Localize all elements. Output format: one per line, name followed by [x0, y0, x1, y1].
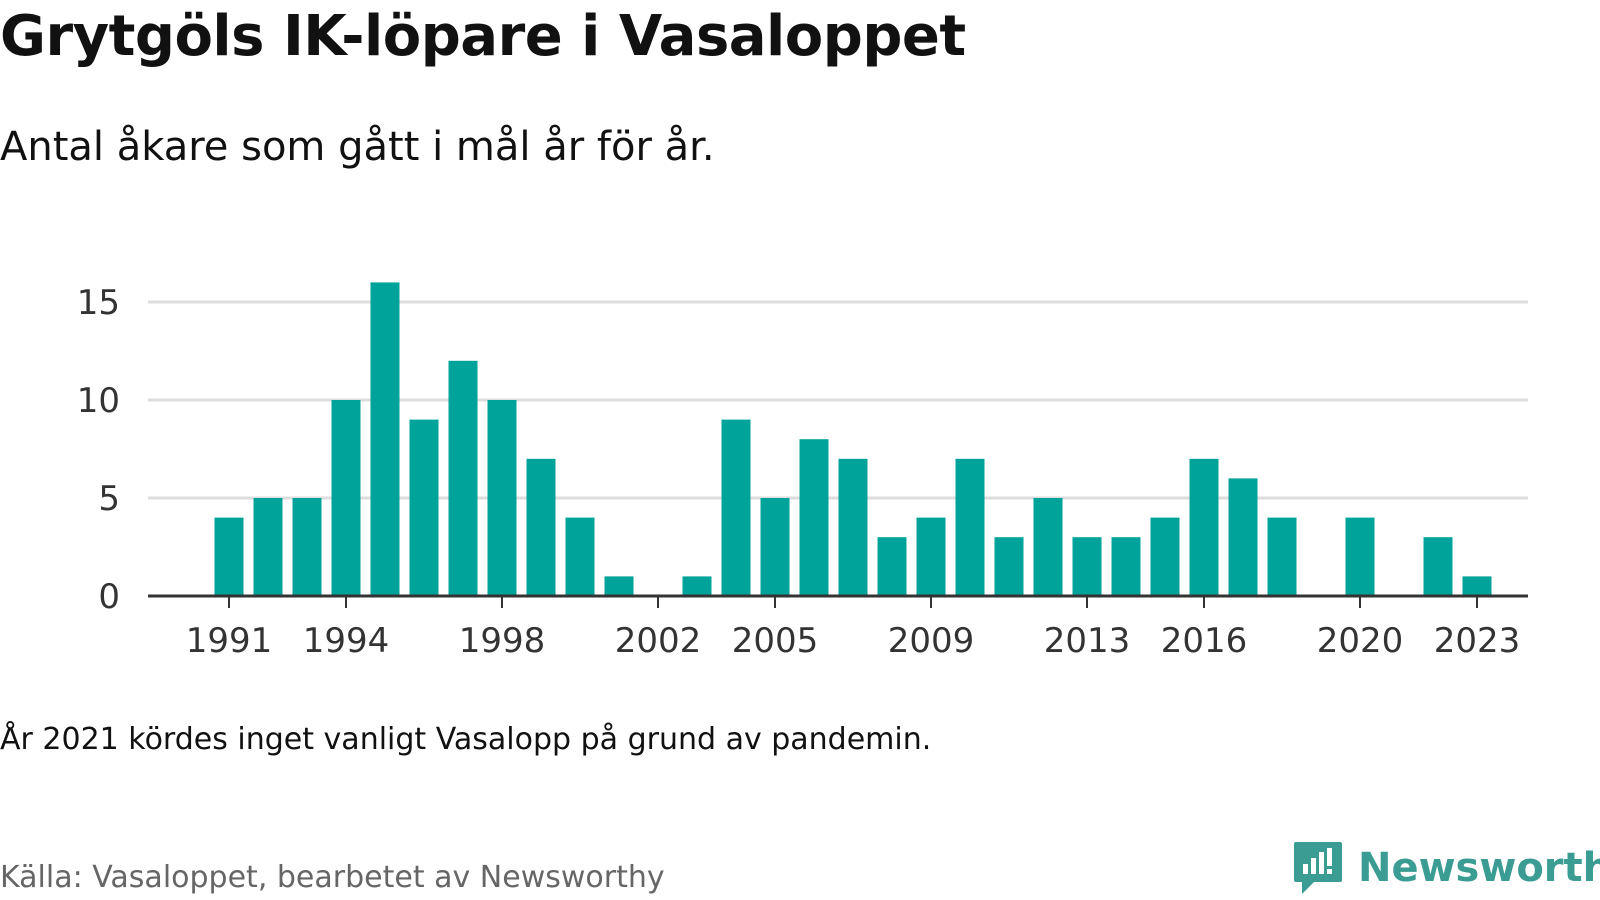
bar-2017 [1228, 478, 1258, 596]
source-text: Källa: Vasaloppet, bearbetet av Newswort… [0, 860, 665, 895]
x-tick-label: 2009 [888, 621, 975, 661]
bar-2015 [1150, 517, 1180, 596]
bar-2014 [1111, 537, 1141, 596]
chart-note: År 2021 kördes inget vanligt Vasalopp på… [0, 722, 932, 757]
bar-2023 [1462, 576, 1492, 596]
bar-2012 [1033, 498, 1063, 596]
bar-1993 [292, 498, 322, 596]
bar-1998 [487, 400, 517, 596]
bar-1999 [526, 458, 556, 596]
x-tick-label: 2013 [1044, 621, 1131, 661]
x-tick-label: 1998 [459, 621, 546, 661]
y-tick-label: 10 [77, 381, 120, 421]
bar-2022 [1423, 537, 1453, 596]
chart-subtitle: Antal åkare som gått i mål år för år. [0, 124, 715, 170]
x-tick-label: 1994 [303, 621, 390, 661]
bar-1991 [214, 517, 244, 596]
bar-2006 [799, 439, 829, 596]
bar-2018 [1267, 517, 1297, 596]
bar-2011 [994, 537, 1024, 596]
bar-2009 [916, 517, 946, 596]
newsworthy-logo-icon [1294, 842, 1342, 894]
bar-chart: 0 5 10 15 1991 1994 1998 2002 2005 2009 2013 2016 2… [77, 282, 1528, 661]
bar-2004 [721, 419, 751, 596]
bar-2000 [565, 517, 595, 596]
bar-1995 [370, 282, 400, 596]
y-tick-label: 15 [77, 283, 120, 323]
y-axis-ticks: 0 5 10 15 [77, 283, 120, 617]
bar-1997 [448, 360, 478, 596]
x-axis-ticks: 1991 1994 1998 2002 2005 2009 2013 2016 2020 2023 [186, 596, 1521, 661]
y-tick-label: 5 [98, 479, 120, 519]
newsworthy-logo: Newsworthy [1292, 840, 1600, 896]
bar-2020 [1345, 517, 1375, 596]
y-tick-label: 0 [98, 577, 120, 617]
bars [214, 282, 1492, 596]
bar-2008 [877, 537, 907, 596]
x-tick-label: 2016 [1161, 621, 1248, 661]
bar-2016 [1189, 458, 1219, 596]
bar-2003 [682, 576, 712, 596]
logo-wordmark: Newsworthy [1358, 845, 1600, 891]
bar-1994 [331, 400, 361, 596]
bar-2007 [838, 458, 868, 596]
bar-2005 [760, 498, 790, 596]
x-tick-label: 2023 [1434, 621, 1521, 661]
bar-2001 [604, 576, 634, 596]
chart-title: Grytgöls IK-löpare i Vasaloppet [0, 4, 966, 69]
bar-1996 [409, 419, 439, 596]
bar-2013 [1072, 537, 1102, 596]
x-tick-label: 2020 [1317, 621, 1404, 661]
bar-2010 [955, 458, 985, 596]
x-tick-label: 2005 [732, 621, 819, 661]
x-tick-label: 2002 [615, 621, 702, 661]
x-tick-label: 1991 [186, 621, 273, 661]
bar-1992 [253, 498, 283, 596]
